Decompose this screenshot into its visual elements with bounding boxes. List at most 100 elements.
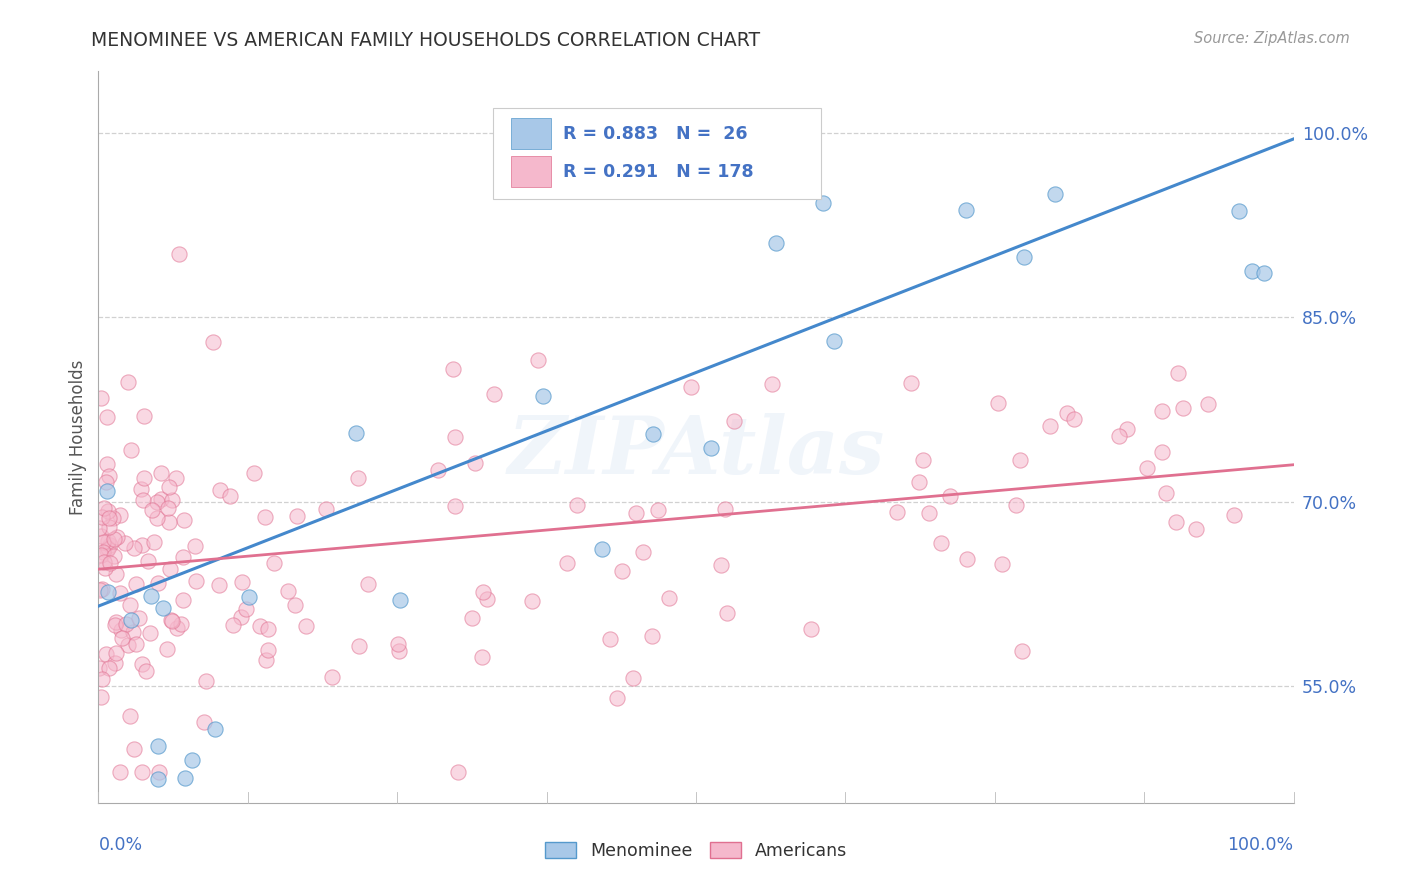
Point: [146, 576, 169, 591]
Text: 100.0%: 100.0%: [1227, 836, 1294, 854]
Point: [96, 543, 118, 558]
Point: [97, 510, 120, 524]
Point: [991, 558, 1014, 572]
Point: [315, 502, 337, 516]
Point: [347, 471, 370, 485]
Point: [956, 552, 979, 566]
Point: [96, 484, 118, 499]
Point: [567, 498, 589, 512]
Point: [110, 623, 132, 637]
Point: [122, 624, 145, 639]
Point: [1005, 498, 1028, 512]
Point: [1197, 397, 1219, 411]
Point: [94, 475, 117, 489]
Point: [91, 534, 114, 549]
Text: R = 0.291   N = 178: R = 0.291 N = 178: [564, 162, 754, 180]
Point: [1116, 422, 1139, 436]
Point: [908, 475, 931, 489]
Point: [118, 708, 141, 723]
Point: [152, 601, 174, 615]
Point: [148, 772, 170, 786]
Text: Source: ZipAtlas.com: Source: ZipAtlas.com: [1194, 31, 1350, 46]
Point: [263, 556, 285, 570]
Point: [117, 375, 139, 389]
Point: [173, 513, 195, 527]
Point: [132, 409, 155, 424]
Point: [131, 538, 153, 552]
Point: [172, 550, 194, 565]
Point: [1185, 522, 1208, 536]
Point: [238, 591, 260, 605]
Point: [256, 622, 278, 636]
Point: [475, 591, 498, 606]
Point: [813, 196, 835, 211]
Point: [1253, 266, 1275, 280]
Point: [229, 610, 252, 624]
Point: [641, 629, 664, 643]
Point: [231, 575, 253, 590]
Point: [142, 535, 165, 549]
Point: [800, 622, 823, 636]
Point: [186, 574, 208, 588]
Point: [823, 334, 845, 348]
Point: [209, 483, 232, 497]
Point: [131, 765, 153, 780]
FancyBboxPatch shape: [494, 108, 821, 200]
Point: [257, 643, 280, 657]
Point: [157, 501, 180, 516]
Point: [141, 503, 163, 517]
Point: [254, 653, 277, 667]
Point: [527, 353, 550, 368]
Point: [167, 247, 190, 261]
Point: [172, 592, 194, 607]
Point: [139, 626, 162, 640]
Point: [146, 739, 169, 753]
Point: [1136, 461, 1159, 475]
Point: [461, 611, 484, 625]
Point: [105, 646, 128, 660]
Legend: Menominee, Americans: Menominee, Americans: [546, 842, 846, 860]
Point: [94, 647, 117, 661]
Point: [131, 657, 153, 671]
Point: [98, 537, 121, 551]
Point: [443, 499, 465, 513]
Point: [243, 466, 266, 480]
FancyBboxPatch shape: [510, 156, 551, 187]
Point: [208, 578, 231, 592]
Point: [464, 456, 486, 470]
Point: [1156, 486, 1178, 500]
Point: [91, 545, 114, 559]
Point: [125, 637, 148, 651]
Point: [101, 511, 124, 525]
Point: [591, 541, 613, 556]
Point: [621, 672, 644, 686]
Point: [97, 504, 120, 518]
Point: [294, 619, 316, 633]
Point: [193, 714, 215, 729]
Point: [149, 466, 172, 480]
Point: [160, 614, 183, 628]
Point: [120, 443, 142, 458]
Point: [97, 541, 120, 556]
Point: [148, 765, 170, 780]
Point: [115, 616, 138, 631]
FancyBboxPatch shape: [510, 118, 551, 149]
Point: [117, 638, 139, 652]
Point: [110, 508, 132, 522]
Point: [131, 482, 153, 496]
Point: [90, 391, 112, 405]
Point: [389, 592, 412, 607]
Point: [93, 501, 115, 516]
Point: [1223, 508, 1246, 522]
Point: [681, 380, 703, 394]
Point: [938, 490, 960, 504]
Point: [96, 585, 118, 599]
Point: [103, 549, 125, 563]
Point: [139, 589, 162, 603]
Point: [122, 541, 145, 555]
Point: [138, 554, 160, 568]
Point: [103, 533, 125, 547]
Point: [120, 599, 142, 613]
Point: [929, 536, 952, 550]
Point: [285, 509, 308, 524]
